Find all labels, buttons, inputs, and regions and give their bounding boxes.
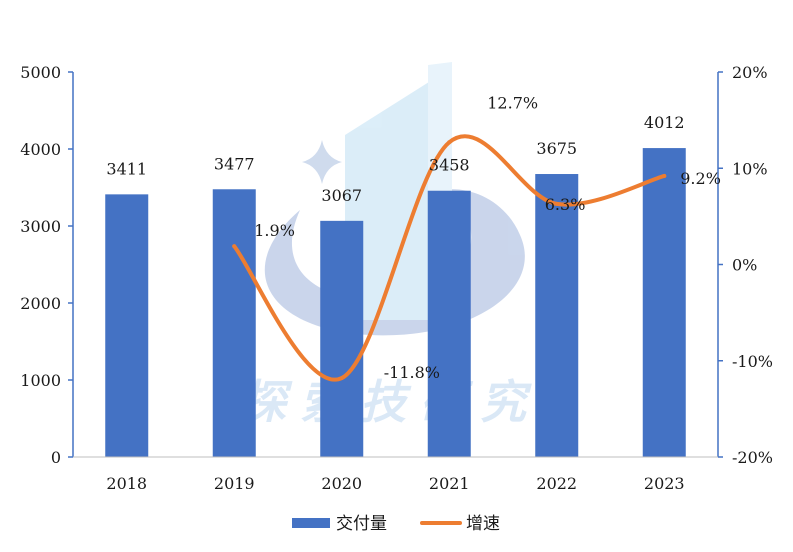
bar-2023 bbox=[642, 148, 686, 458]
watermark-building-icon bbox=[345, 75, 440, 320]
x-tick-label: 2018 bbox=[106, 474, 147, 493]
left-tick-label: 3000 bbox=[20, 217, 61, 236]
right-tick-label: -20% bbox=[732, 448, 773, 467]
growth-label-2021: 12.7% bbox=[487, 93, 538, 112]
growth-label-2019: 1.9% bbox=[254, 221, 295, 240]
bar-2020 bbox=[320, 220, 364, 457]
bar-value-label-2019: 3477 bbox=[214, 154, 255, 173]
bar-2018 bbox=[105, 194, 149, 457]
bar-value-label-2023: 4012 bbox=[644, 113, 685, 132]
growth-point-2020 bbox=[339, 376, 344, 381]
growth-rate-line bbox=[232, 134, 667, 382]
left-tick-label: 4000 bbox=[20, 140, 61, 159]
left-tick-label: 5000 bbox=[20, 63, 61, 82]
bar-2021 bbox=[427, 190, 471, 457]
growth-label-2022: 6.3% bbox=[545, 195, 586, 214]
x-tick-label: 2020 bbox=[321, 474, 362, 493]
watermark-text: 探索技研究 bbox=[240, 375, 540, 429]
left-tick-label: 1000 bbox=[20, 371, 61, 390]
watermark-star-icon bbox=[302, 140, 342, 184]
x-tick-label: 2019 bbox=[214, 474, 255, 493]
right-tick-label: -10% bbox=[732, 352, 773, 371]
x-tick-label: 2021 bbox=[429, 474, 470, 493]
left-tick-label: 2000 bbox=[20, 294, 61, 313]
right-tick-label: 0% bbox=[732, 256, 757, 275]
right-tick-label: 20% bbox=[732, 63, 768, 82]
growth-point-2023 bbox=[662, 173, 667, 178]
bar-value-label-2018: 3411 bbox=[106, 159, 147, 178]
legend-line-label: 增速 bbox=[466, 514, 500, 534]
bar-2019 bbox=[212, 189, 256, 457]
x-tick-label: 2023 bbox=[644, 474, 685, 493]
right-tick-label: 10% bbox=[732, 159, 768, 178]
growth-label-2020: -11.8% bbox=[384, 363, 440, 382]
legend-bar-swatch bbox=[292, 518, 330, 528]
legend-bar-label: 交付量 bbox=[336, 514, 387, 534]
bar-value-label-2021: 3458 bbox=[429, 156, 470, 175]
growth-point-2019 bbox=[232, 244, 237, 249]
bar-2022 bbox=[535, 174, 579, 457]
bar-value-label-2022: 3675 bbox=[536, 139, 577, 158]
growth-label-2023: 9.2% bbox=[680, 169, 721, 188]
left-tick-label: 0 bbox=[51, 448, 61, 467]
growth-point-2022 bbox=[554, 201, 559, 206]
x-tick-label: 2022 bbox=[536, 474, 577, 493]
bar-value-label-2020: 3067 bbox=[321, 186, 362, 205]
growth-point-2021 bbox=[447, 140, 452, 145]
